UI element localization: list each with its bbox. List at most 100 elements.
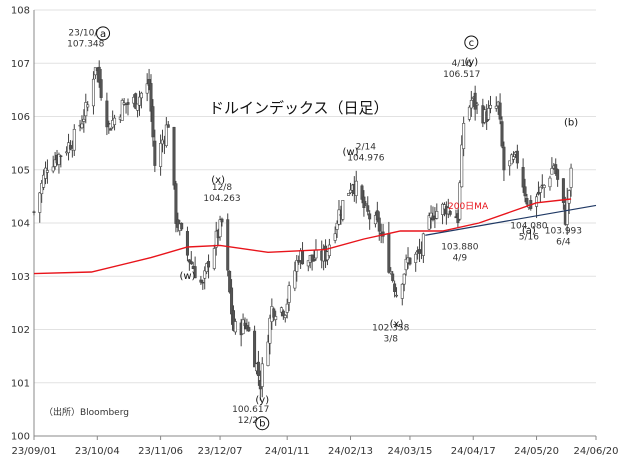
- candle-body: [201, 281, 205, 284]
- candle-body: [387, 233, 391, 273]
- chart-title: ドルインデックス（日足）: [209, 99, 389, 117]
- candle-body: [460, 144, 464, 188]
- candle-body: [418, 249, 422, 254]
- candle-body: [475, 103, 479, 106]
- a-label-line: 107.348: [67, 40, 104, 50]
- y-tick-label: 103: [11, 272, 30, 283]
- candle-body: [366, 205, 370, 212]
- candle-body: [189, 261, 193, 265]
- candle-body: [306, 260, 310, 267]
- candle-body: [435, 211, 439, 219]
- y-tick-label: 100: [11, 432, 30, 443]
- w1-label-line: 12/8: [212, 183, 232, 193]
- candle-body: [44, 167, 48, 179]
- candle-body: [220, 218, 224, 223]
- candle-body: [327, 244, 331, 256]
- candle-body: [429, 212, 433, 219]
- candle-body: [310, 254, 314, 262]
- candle-body: [45, 170, 49, 173]
- candle-body: [293, 270, 297, 289]
- candle-body: [38, 192, 42, 213]
- candle-body: [389, 271, 393, 274]
- y-tick-label: 106: [11, 112, 30, 123]
- wave-c-circle: c: [469, 38, 475, 49]
- candle-body: [164, 124, 168, 146]
- candle-body: [362, 196, 366, 208]
- c-label-line: 4/16: [452, 59, 472, 69]
- w1-label-line: 104.263: [203, 194, 240, 204]
- a2-label-line: 104.080: [510, 221, 547, 231]
- candle-body: [512, 156, 516, 160]
- candle-body: [51, 166, 55, 172]
- b-label-line: 100.617: [232, 405, 269, 415]
- candle-body: [285, 303, 289, 313]
- candle-body: [368, 213, 372, 220]
- candle-body: [473, 92, 477, 110]
- candle-body: [487, 108, 491, 120]
- wave-x1: (x): [211, 175, 225, 186]
- candle-body: [515, 150, 519, 164]
- candlesticks: [32, 60, 573, 401]
- candle-body: [187, 259, 191, 263]
- candle-body: [86, 104, 90, 108]
- candle-body: [99, 79, 103, 98]
- candle-body: [207, 261, 211, 268]
- candle-body: [172, 126, 176, 186]
- candle-body: [203, 270, 207, 279]
- candle-body: [569, 167, 573, 188]
- candle-body: [57, 154, 61, 165]
- candle-body: [375, 210, 379, 221]
- trendline-group: [425, 204, 597, 236]
- candle-body: [287, 285, 291, 303]
- candle-body: [212, 248, 216, 269]
- candle-body: [72, 129, 76, 151]
- candle-body: [404, 258, 408, 271]
- candle-body: [341, 200, 345, 220]
- y-tick-label: 108: [11, 6, 30, 17]
- candle-body: [214, 230, 218, 248]
- candle-body: [448, 211, 452, 215]
- candle-body: [348, 189, 352, 194]
- candle-body: [231, 310, 235, 331]
- candle-body: [333, 233, 337, 241]
- candle-body: [40, 182, 44, 195]
- wave-b2: (b): [564, 118, 578, 129]
- candle-body: [414, 253, 418, 263]
- w2-label-line: 2/14: [356, 143, 376, 153]
- candle-body: [59, 155, 63, 157]
- candle-body: [233, 321, 237, 333]
- candle-body: [494, 105, 498, 109]
- x-tick-label: 23/10/04: [75, 446, 120, 457]
- candle-body: [377, 217, 381, 232]
- candle-body: [500, 121, 504, 147]
- wave-x2: (x): [390, 319, 404, 330]
- y-tick-label: 107: [11, 59, 30, 70]
- candle-body: [502, 146, 506, 171]
- c-label-line: 106.517: [443, 70, 480, 80]
- candle-body: [395, 294, 399, 297]
- candle-body: [185, 231, 189, 256]
- x-tick-label: 24/03/15: [387, 446, 432, 457]
- wave-a-circle-ring: [96, 26, 111, 41]
- candle-body: [32, 211, 36, 213]
- axes: 100 101 102 103 104 105 106 107 108 23/09/01 23/10…: [11, 6, 618, 458]
- candle-body: [107, 123, 111, 125]
- candle-body: [441, 203, 445, 215]
- candle-body: [241, 319, 245, 335]
- jun4-label-line: 6/4: [556, 238, 571, 248]
- candle-body: [268, 317, 272, 344]
- candle-body: [335, 222, 339, 230]
- trendline: [425, 204, 597, 236]
- y-tick-label: 101: [11, 378, 30, 389]
- candle-body: [180, 222, 184, 230]
- y-tick-label: 102: [11, 325, 30, 336]
- candle-body: [137, 96, 141, 106]
- x-tick-label: 24/01/11: [265, 446, 310, 457]
- candle-body: [360, 185, 364, 200]
- candle-body: [525, 198, 529, 205]
- y2low-label-line: 4/9: [453, 254, 468, 264]
- candle-body: [247, 327, 251, 332]
- candle-body: [467, 106, 471, 120]
